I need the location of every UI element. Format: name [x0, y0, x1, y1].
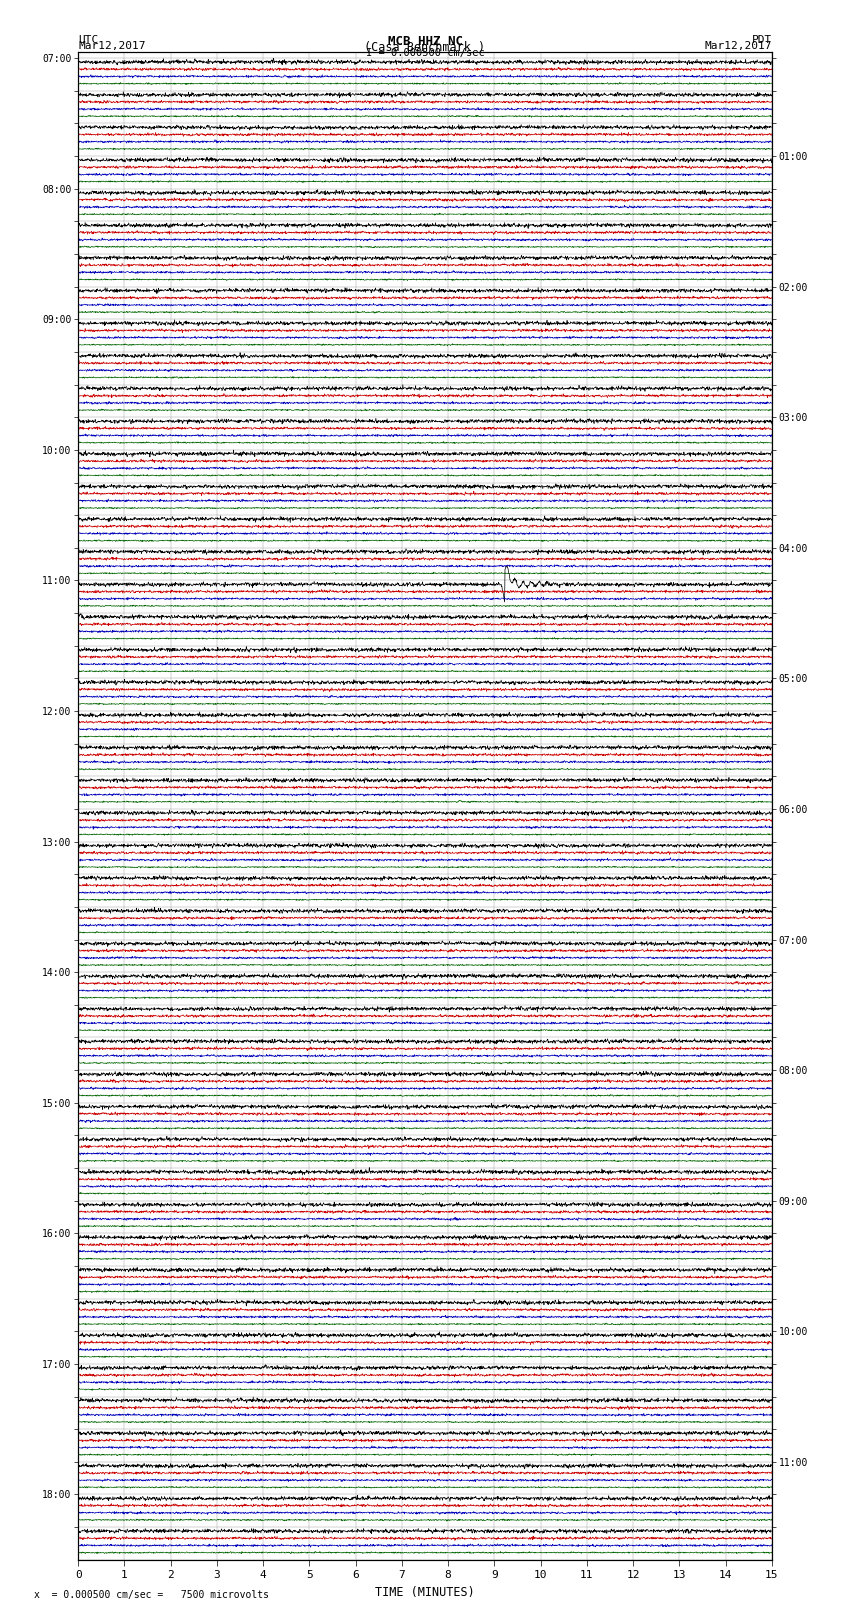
Text: I = 0.000500 cm/sec: I = 0.000500 cm/sec: [366, 48, 484, 58]
Text: Mar12,2017: Mar12,2017: [78, 42, 145, 52]
Text: Mar12,2017: Mar12,2017: [705, 42, 772, 52]
Text: x  = 0.000500 cm/sec =   7500 microvolts: x = 0.000500 cm/sec = 7500 microvolts: [34, 1590, 269, 1600]
Text: PDT: PDT: [751, 35, 772, 45]
Text: (Casa Benchmark ): (Casa Benchmark ): [365, 42, 485, 55]
Text: MCB HHZ NC: MCB HHZ NC: [388, 35, 462, 48]
Text: UTC: UTC: [78, 35, 99, 45]
X-axis label: TIME (MINUTES): TIME (MINUTES): [375, 1586, 475, 1598]
